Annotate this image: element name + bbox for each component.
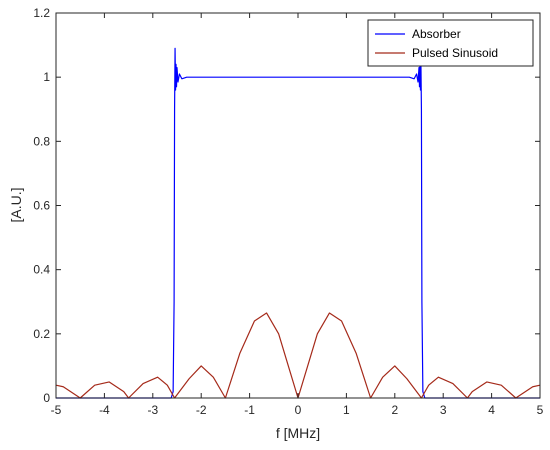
y-axis-title: [A.U.] <box>8 187 24 222</box>
x-tick-label: 5 <box>537 403 544 417</box>
y-tick-label: 0.6 <box>33 199 50 213</box>
legend: Absorber Pulsed Sinusoid <box>367 19 534 67</box>
legend-label-absorber: Absorber <box>412 27 461 41</box>
y-tick-label: 0.4 <box>33 263 50 277</box>
x-tick-label: -5 <box>51 403 62 417</box>
legend-box <box>367 19 534 67</box>
x-tick-label: -3 <box>147 403 158 417</box>
legend-label-pulsed-sinusoid: Pulsed Sinusoid <box>412 46 498 60</box>
y-tick-label: 1.2 <box>33 6 50 20</box>
x-axis-title: f [MHz] <box>276 425 320 441</box>
x-tick-label: 1 <box>343 403 350 417</box>
x-tick-label: -4 <box>99 403 110 417</box>
plot-area <box>56 13 540 398</box>
x-tick-label: -2 <box>196 403 207 417</box>
ticks-layer: -5 -4 -3 -2 -1 0 1 2 3 4 5 0 0.2 0.4 0.6 0.8 1 1.2 <box>33 6 543 417</box>
y-tick-label: 1 <box>43 70 50 84</box>
y-tick-label: 0 <box>43 391 50 405</box>
x-tick-label: 3 <box>440 403 447 417</box>
series-line-absorber <box>56 47 540 399</box>
x-tick-label: -1 <box>244 403 255 417</box>
y-tick-label: 0.8 <box>33 134 50 148</box>
x-tick-label: 0 <box>295 403 302 417</box>
y-tick-label: 0.2 <box>33 327 50 341</box>
x-tick-label: 2 <box>391 403 398 417</box>
x-tick-label: 4 <box>488 403 495 417</box>
